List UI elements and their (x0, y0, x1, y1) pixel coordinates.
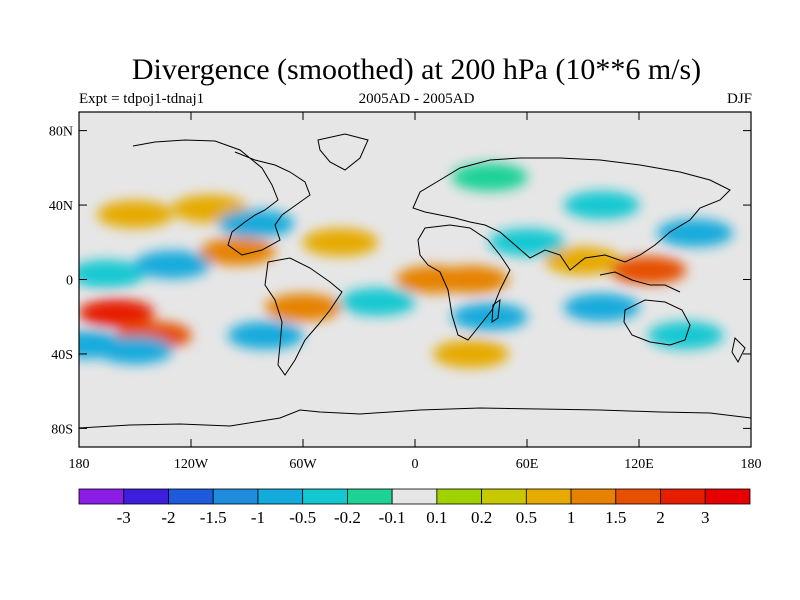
colorbar-swatch-12 (615, 488, 661, 505)
x-tick-label-5: 120E (624, 457, 654, 472)
divergence-region-15 (433, 265, 509, 294)
divergence-region-5 (134, 250, 211, 279)
period-label: 2005AD - 2005AD (358, 91, 475, 107)
divergence-region-3 (79, 330, 127, 359)
colorbar-swatch-10 (525, 488, 572, 505)
coast-north-america (132, 139, 311, 256)
x-tick-label-3: 0 (412, 457, 419, 472)
experiment-label: Expt = tdpoj1-tdnaj1 (79, 91, 205, 107)
divergence-region-0 (79, 299, 155, 327)
colorbar-swatch-2 (168, 488, 214, 505)
y-tick-label-0: 80N (49, 125, 73, 140)
coast-antarctica (79, 407, 751, 429)
divergence-region-12 (302, 228, 379, 257)
x-tick-label-0: 180 (69, 457, 90, 472)
y-tick-label-4: 80S (51, 422, 73, 437)
season-label: DJF (726, 91, 752, 107)
x-tick-label-4: 60E (516, 457, 539, 472)
colorbar-label-10: 1 (567, 508, 576, 527)
coast-madagascar (491, 298, 501, 323)
x-tick-label-1: 120W (174, 457, 209, 472)
y-tick-label-3: 40S (51, 348, 73, 363)
colorbar-label-9: 0.5 (516, 508, 537, 527)
colorbar-swatch-3 (212, 488, 259, 505)
colorbar-swatch-11 (570, 488, 617, 505)
coast-indonesia (599, 271, 681, 293)
colorbar-swatch-5 (302, 488, 348, 505)
coast-greenland (317, 133, 369, 171)
divergence-region-13 (339, 287, 416, 316)
colorbar: -3 -2 -1.5 -1 -0.5 -0.2 -0.1 0.1 0.2 0.5 1 1.5 2 3 (78, 488, 751, 527)
colorbar-label-7: 0.1 (426, 508, 447, 527)
colorbar-label-2: -1.5 (200, 508, 227, 527)
divergence-region-10 (265, 293, 341, 322)
divergence-region-16 (451, 302, 528, 331)
divergence-region-11 (227, 321, 304, 350)
divergence-region-24 (563, 191, 640, 220)
divergence-region-23 (433, 339, 509, 368)
divergence-region-6 (97, 200, 173, 229)
coast-africa (417, 224, 511, 341)
colorbar-swatch-4 (257, 488, 304, 505)
chart-title: Divergence (smoothed) at 200 hPa (10**6 … (131, 53, 702, 86)
colorbar-swatch-6 (346, 488, 393, 505)
colorbar-swatch-13 (660, 488, 706, 505)
y-tick-label-1: 40N (49, 199, 73, 214)
colorbar-label-12: 2 (656, 508, 665, 527)
divergence-region-17 (489, 228, 565, 257)
divergence-region-25 (451, 163, 528, 192)
colorbar-swatch-7 (391, 488, 438, 505)
colorbar-swatch-1 (123, 488, 169, 505)
colorbar-label-3: -1 (251, 508, 265, 527)
colorbar-label-8: 0.2 (471, 508, 492, 527)
colorbar-label-1: -2 (161, 508, 175, 527)
x-tick-label-2: 60W (289, 457, 317, 472)
colorbar-label-6: -0.1 (379, 508, 406, 527)
divergence-region-19 (610, 256, 687, 285)
coast-australia (623, 299, 691, 346)
divergence-region-21 (657, 218, 733, 247)
colorbar-label-13: 3 (701, 508, 710, 527)
x-tick-label-6: 180 (741, 457, 762, 472)
colorbar-swatch-8 (436, 488, 483, 505)
axes: 180 120W 60W 0 60E 120E 180 80N 40N 0 40S 80S (49, 112, 762, 472)
divergence-region-22 (647, 321, 724, 350)
coast-south-america (264, 257, 343, 376)
divergence-region-9 (218, 209, 295, 238)
colorbar-label-5: -0.2 (334, 508, 361, 527)
colorbar-label-0: -3 (117, 508, 131, 527)
colorbar-label-11: 1.5 (605, 508, 626, 527)
colorbar-label-4: -0.5 (289, 508, 316, 527)
colorbar-swatch-9 (481, 488, 527, 505)
divergence-region-18 (545, 246, 621, 275)
y-tick-label-2: 0 (66, 274, 73, 289)
colorbar-swatch-0 (78, 488, 125, 505)
coast-eurasia (412, 157, 731, 271)
coast-new-zealand (731, 336, 746, 364)
divergence-region-20 (563, 293, 640, 322)
colorbar-swatch-14 (704, 488, 751, 505)
coastlines (79, 133, 751, 429)
divergence-region-4 (79, 259, 145, 288)
